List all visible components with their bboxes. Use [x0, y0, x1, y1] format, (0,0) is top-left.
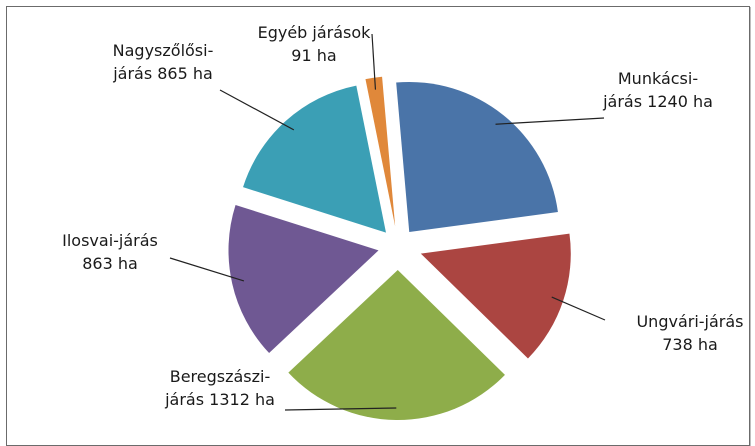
leader-ilosvai-jaras — [169, 257, 245, 282]
label-beregszaszi-jaras: Beregszászi-járás 1312 ha — [164, 367, 275, 409]
pie-slices — [228, 76, 571, 420]
label-ilosvai-jaras: Ilosvai-járás 863 ha — [62, 231, 158, 273]
leader-beregszaszi-jaras — [284, 407, 397, 411]
leader-lines — [169, 33, 606, 411]
label-munkacsi-jaras: Munkácsi-járás 1240 ha — [602, 69, 713, 111]
label-ungvari-jaras: Ungvári-járás 738 ha — [636, 312, 743, 354]
slice-ilosvai-jaras — [228, 204, 379, 354]
slice-nagyszolosi-jaras — [243, 85, 386, 233]
label-nagyszolosi-jaras: Nagyszőlősi-járás 865 ha — [112, 41, 213, 83]
leader-munkacsi-jaras — [495, 117, 605, 125]
leader-nagyszolosi-jaras — [219, 89, 295, 131]
slice-munkacsi-jaras — [396, 81, 558, 232]
leader-ungvari-jaras — [551, 296, 606, 321]
slice-labels: Munkácsi-járás 1240 ha Ungvári-járás 738 h… — [62, 23, 743, 409]
leader-egyeb-jarasok — [371, 33, 377, 90]
slice-beregszaszi-jaras — [288, 269, 505, 420]
slice-egyeb-jarasok — [365, 76, 396, 227]
slice-ungvari-jaras — [420, 233, 571, 359]
label-egyeb-jarasok: Egyéb járások 91 ha — [258, 23, 372, 65]
pie-chart: Munkácsi-járás 1240 ha Ungvári-járás 738 h… — [62, 23, 744, 420]
